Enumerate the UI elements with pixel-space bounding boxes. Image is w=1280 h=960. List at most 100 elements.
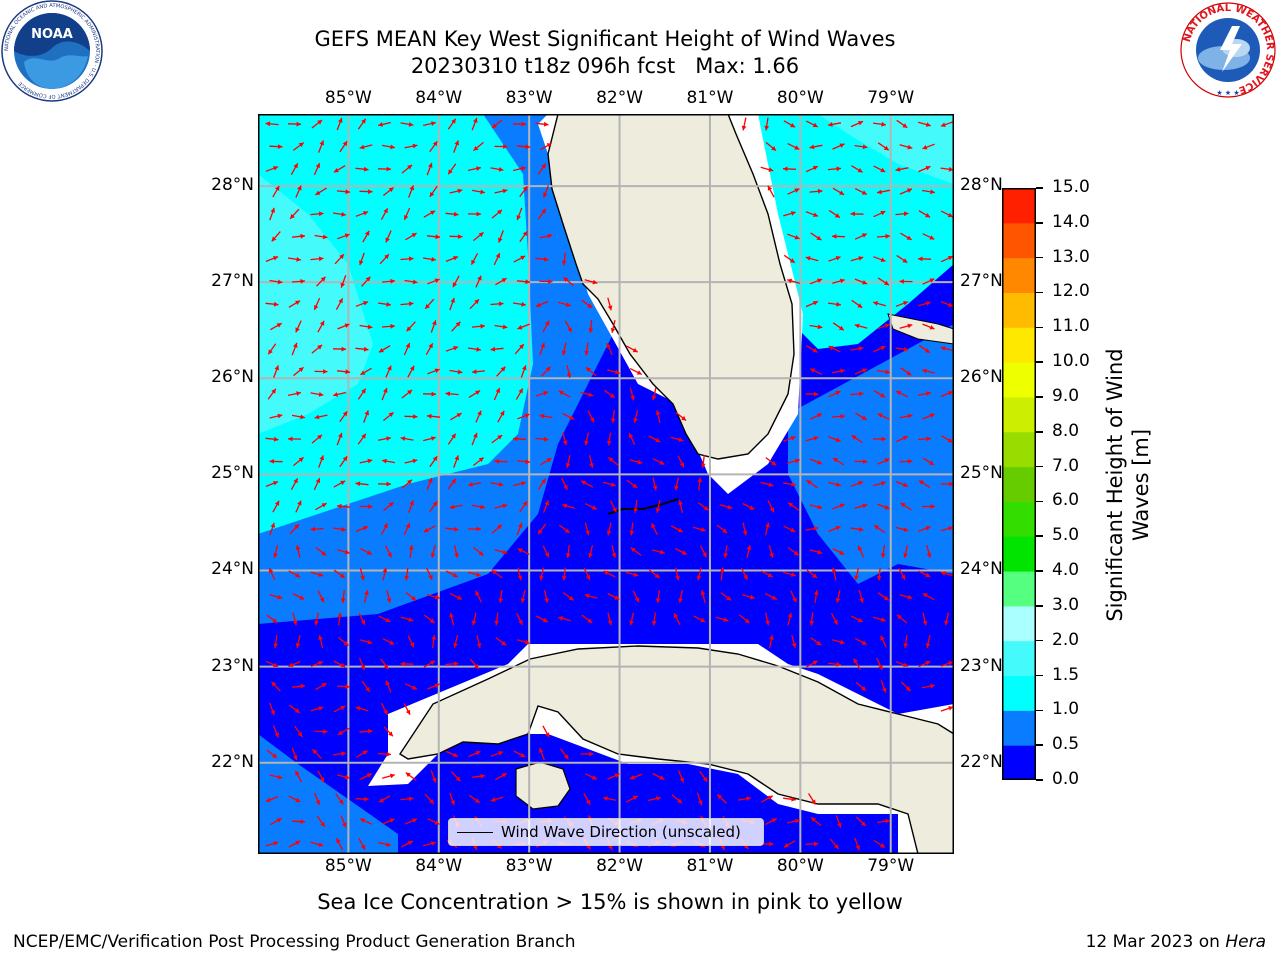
wave-direction-arrowhead (449, 504, 455, 510)
wave-direction-arrowhead (854, 575, 859, 581)
wave-direction-arrowhead (584, 440, 589, 446)
wave-direction-arrowhead (412, 279, 418, 285)
wave-direction-arrowhead (405, 523, 411, 529)
wave-direction-arrowhead (851, 435, 857, 440)
wave-direction-arrowhead (272, 662, 278, 668)
wave-direction-arrowhead (629, 775, 635, 780)
wave-direction-arrowhead (839, 190, 845, 195)
wave-direction-arrowhead (476, 211, 481, 217)
colorbar-segment (1002, 362, 1036, 398)
colorbar-tick-mark (1036, 187, 1043, 189)
wave-direction-arrowhead (317, 120, 323, 125)
wave-direction-arrowhead (297, 500, 302, 506)
wave-direction-arrowhead (407, 390, 413, 395)
wave-direction-arrowhead (475, 590, 480, 596)
wave-direction-arrowhead (816, 413, 822, 418)
wave-direction-arrowhead (342, 411, 348, 417)
wave-direction-arrowhead (948, 166, 954, 172)
wave-direction-arrowhead (277, 594, 283, 600)
wave-direction-arrowhead (367, 324, 373, 330)
lon-label-top: 84°W (415, 88, 463, 108)
wave-direction-arrowhead (295, 643, 301, 648)
wave-direction-arrowhead (903, 527, 909, 532)
wave-direction-arrowhead (592, 279, 598, 285)
wave-direction-arrowhead (364, 410, 369, 416)
wave-direction-arrowhead (290, 213, 295, 219)
wave-direction-arrowhead (478, 550, 484, 556)
wave-direction-arrowhead (811, 799, 816, 805)
wave-direction-arrowhead (452, 572, 458, 578)
wave-direction-arrowhead (520, 255, 526, 261)
wave-direction-arrowhead (702, 552, 707, 558)
wave-direction-arrowhead (383, 664, 389, 670)
wave-direction-arrowhead (632, 347, 638, 353)
colorbar-tick-label: 0.0 (1052, 769, 1080, 789)
wave-direction-arrowhead (502, 324, 508, 330)
wave-direction-arrowhead (659, 549, 665, 555)
wave-direction-arrowhead (862, 368, 867, 373)
wave-direction-arrowhead (679, 462, 685, 468)
wave-direction-arrowhead (276, 323, 282, 328)
wave-direction-arrowhead (922, 593, 928, 598)
colorbar-tick-label: 11.0 (1052, 316, 1090, 337)
wave-direction-arrowhead (522, 365, 527, 371)
colorbar-tick-label: 0.5 (1052, 734, 1080, 755)
wave-direction-arrowhead (430, 841, 436, 846)
wave-direction-arrowhead (270, 522, 275, 528)
noaa-logo: NOAA NATIONAL OCEANIC AND ATMOSPHERIC AD… (1, 0, 103, 102)
wave-direction-arrowhead (840, 414, 845, 419)
wave-direction-arrowhead (858, 121, 863, 126)
wave-direction-arrowhead (628, 433, 634, 439)
wave-direction-arrowhead (360, 665, 365, 670)
wave-direction-arrowhead (383, 208, 388, 214)
wave-direction-arrowhead (881, 436, 886, 442)
wave-direction-arrowhead (431, 121, 436, 126)
wave-direction-arrowhead (610, 328, 616, 333)
wave-direction-arrowhead (273, 841, 279, 846)
wave-direction-arrowhead (360, 844, 366, 850)
colorbar-segment (1002, 431, 1036, 468)
wave-direction-arrowhead (333, 392, 338, 397)
wave-direction-arrowhead (277, 774, 283, 780)
wave-direction-arrowhead (337, 503, 342, 509)
wave-direction-arrowhead (862, 280, 868, 285)
wave-direction-arrowhead (368, 504, 373, 509)
wave-direction-arrowhead (839, 639, 845, 645)
wave-direction-arrowhead (788, 502, 794, 508)
wave-direction-arrowhead (390, 323, 395, 329)
lat-label-right: 24°N (960, 559, 1003, 580)
wave-direction-arrowhead (318, 842, 324, 847)
wave-direction-arrowhead (589, 463, 594, 468)
wave-direction-arrowhead (929, 460, 935, 465)
wave-direction-arrowhead (451, 433, 456, 439)
colorbar-label-line1: Significant Height of Wind (1103, 348, 1127, 622)
wave-direction-arrowhead (940, 346, 946, 351)
lon-label-top: 81°W (686, 88, 734, 108)
wave-direction-arrowhead (814, 841, 819, 847)
wave-direction-arrowhead (783, 166, 788, 172)
wave-direction-arrowhead (277, 279, 283, 285)
wave-direction-arrowhead (902, 123, 908, 128)
wave-direction-arrowhead (561, 575, 567, 581)
wave-direction-arrowhead (880, 210, 886, 216)
wave-direction-arrowhead (907, 413, 913, 419)
wave-direction-arrowhead (880, 257, 886, 262)
wave-direction-arrowhead (783, 843, 789, 848)
colorbar-tick-label: 5.0 (1052, 525, 1080, 546)
wave-direction-arrowhead (925, 122, 931, 127)
wave-direction-arrowhead (298, 142, 304, 148)
wave-direction-arrowhead (411, 595, 417, 601)
wave-direction-arrowhead (903, 347, 909, 352)
wave-direction-arrowhead (273, 553, 278, 558)
wave-direction-arrowhead (903, 211, 909, 217)
wave-direction-arrowhead (880, 393, 886, 398)
wave-direction-arrowhead (925, 572, 931, 578)
wave-direction-arrowhead (518, 388, 523, 394)
wave-direction-arrowhead (293, 342, 298, 348)
wave-direction-arrowhead (861, 190, 867, 195)
wave-direction-arrowhead (458, 234, 463, 239)
wave-direction-arrowhead (858, 346, 864, 351)
wave-direction-arrowhead (342, 822, 347, 828)
wave-direction-arrowhead (386, 302, 391, 307)
wave-direction-arrowhead (292, 620, 298, 626)
